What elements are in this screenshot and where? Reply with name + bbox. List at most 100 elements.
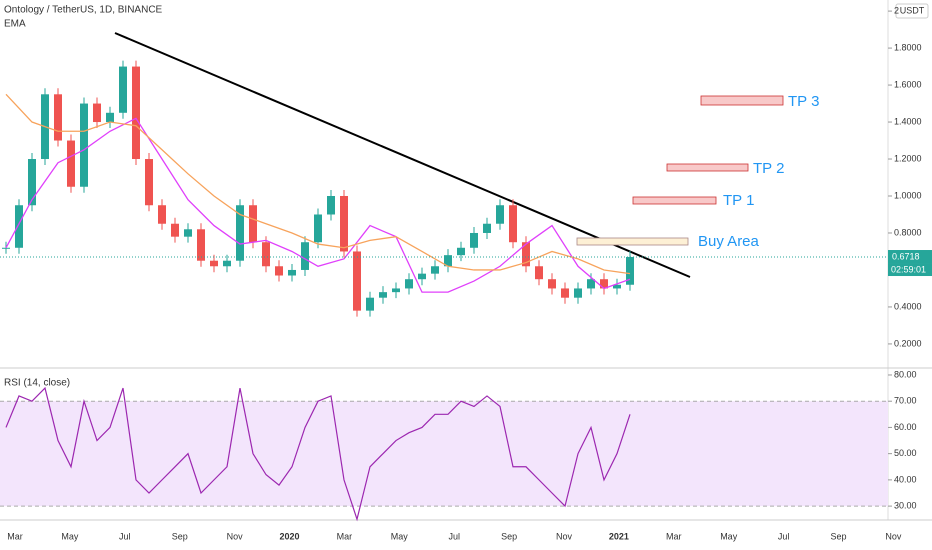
candle-body: [314, 214, 322, 243]
candle-body: [93, 103, 101, 123]
candle-body: [535, 266, 543, 280]
tp1-box: [632, 196, 717, 205]
candle-body: [574, 288, 582, 298]
candle-body: [418, 273, 426, 280]
candle-body: [496, 205, 504, 224]
candle-body: [340, 195, 348, 252]
candle-body: [28, 159, 36, 206]
time-tick-label: 2020: [279, 531, 299, 541]
buy-area-box: [576, 237, 689, 246]
rsi-line: [5, 386, 631, 522]
candle-body: [561, 288, 569, 298]
candle-body: [262, 242, 270, 267]
countdown-label: 02:59:01: [891, 264, 926, 274]
candle-body: [483, 223, 491, 233]
rsi-tick-label: 60.00: [894, 422, 917, 432]
time-tick-label: Sep: [830, 531, 846, 541]
candle-body: [249, 205, 257, 243]
candle-body: [236, 205, 244, 261]
candle-body: [444, 255, 452, 267]
price-tick-label: 0.4000: [894, 301, 922, 311]
candle-body: [613, 284, 621, 289]
price-tick-label: 0.8000: [894, 227, 922, 237]
ema-line: [5, 93, 631, 275]
rsi-tick-label: 80.00: [894, 369, 917, 379]
indicator-label: EMA: [4, 19, 26, 30]
time-tick-label: May: [720, 531, 738, 541]
candle-body: [275, 266, 283, 276]
countdown-tag: [888, 263, 932, 277]
candle-body: [171, 223, 179, 237]
tp3-label: TP 3: [788, 93, 819, 110]
buy-area-label: Buy Area: [698, 233, 760, 250]
time-tick-label: Nov: [556, 531, 573, 541]
candle-body: [80, 103, 88, 187]
price-tick-label: 1.8000: [894, 42, 922, 52]
rsi-tick-label: 40.00: [894, 474, 917, 484]
rsi-band: [0, 401, 888, 507]
time-tick-label: Jul: [119, 531, 131, 541]
candle-body: [288, 269, 296, 276]
time-tick-label: Mar: [666, 531, 682, 541]
last-price-label: 0.6718: [892, 251, 920, 261]
price-tick-label: 1.4000: [894, 116, 922, 126]
candle-body: [15, 205, 23, 248]
candle-body: [119, 66, 127, 113]
trend-line: [114, 32, 691, 278]
candle-body: [223, 260, 231, 267]
candle-body: [366, 297, 374, 311]
candle-body: [457, 247, 465, 256]
ema-line: [5, 117, 631, 293]
candle-body: [106, 112, 114, 123]
candle-body: [301, 242, 309, 270]
candle-body: [353, 251, 361, 311]
time-tick-label: May: [61, 531, 79, 541]
time-tick-label: May: [391, 531, 409, 541]
time-tick-label: Nov: [885, 531, 902, 541]
candle-body: [522, 242, 530, 267]
candle-body: [470, 232, 478, 248]
time-tick-label: Mar: [337, 531, 353, 541]
price-tick-label: 1.6000: [894, 79, 922, 89]
candle-body: [392, 288, 400, 293]
candle-body: [587, 279, 595, 289]
price-tick-label: 1.0000: [894, 190, 922, 200]
candle-body: [327, 195, 335, 215]
time-tick-label: Mar: [7, 531, 23, 541]
tp2-box: [666, 163, 749, 172]
candle-body: [405, 279, 413, 289]
candle-body: [379, 292, 387, 298]
time-tick-label: Sep: [172, 531, 188, 541]
time-tick-label: Nov: [227, 531, 244, 541]
candle-body: [54, 94, 62, 141]
currency-badge[interactable]: [895, 3, 929, 19]
candle-body: [210, 260, 218, 267]
time-tick-label: 2021: [609, 531, 629, 541]
candle-body: [197, 229, 205, 261]
candle-body: [626, 257, 634, 285]
candle-body: [184, 229, 192, 237]
candle-body: [431, 266, 439, 274]
rsi-tick-label: 50.00: [894, 448, 917, 458]
candle-body: [145, 159, 153, 206]
candle-body: [132, 66, 140, 160]
candle-body: [67, 140, 75, 187]
candle-body: [548, 279, 556, 289]
last-price-tag: [888, 250, 932, 264]
rsi-tick-label: 30.00: [894, 500, 917, 510]
time-tick-label: Jul: [778, 531, 790, 541]
price-tick-label: 0.2000: [894, 338, 922, 348]
candle-body: [600, 279, 608, 289]
symbol-title: Ontology / TetherUS, 1D, BINANCE: [4, 5, 163, 16]
candle-body: [158, 205, 166, 224]
price-tick-label: 1.2000: [894, 153, 922, 163]
tp3-box: [700, 95, 784, 106]
tp2-label: TP 2: [753, 160, 784, 177]
candle-body: [2, 247, 10, 249]
price-tick-label: 2: [894, 5, 899, 15]
currency-label: USDT: [900, 5, 925, 15]
candle-body: [509, 205, 517, 243]
rsi-title: RSI (14, close): [4, 378, 70, 389]
time-tick-label: Jul: [448, 531, 460, 541]
